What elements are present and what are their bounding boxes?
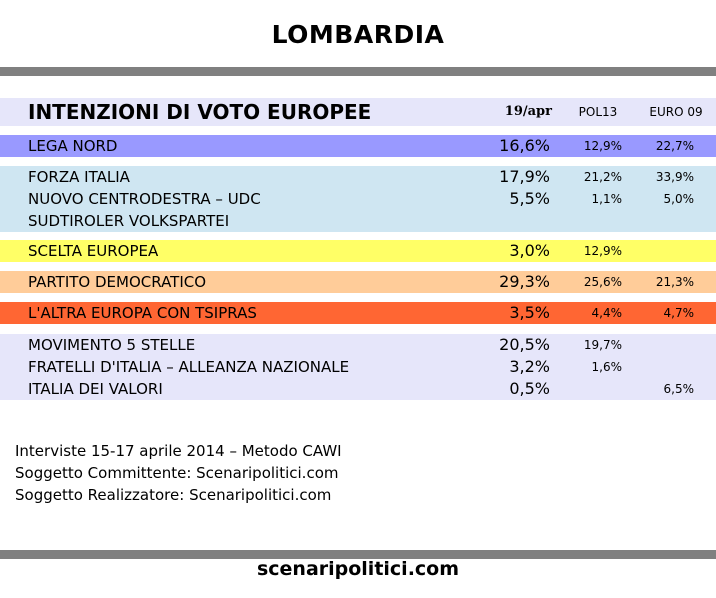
table-row: NUOVO CENTRODESTRA – UDC 5,5% 1,1% 5,0% bbox=[0, 188, 716, 210]
value-pol13: 12,9% bbox=[583, 244, 622, 258]
table-title: INTENZIONI DI VOTO EUROPEE bbox=[28, 100, 372, 124]
value-euro09: 33,9% bbox=[655, 170, 694, 184]
party-name: FORZA ITALIA bbox=[28, 168, 130, 186]
value-19apr: 5,5% bbox=[509, 189, 550, 208]
column-header-19apr: 19/apr bbox=[504, 104, 552, 119]
party-name: PARTITO DEMOCRATICO bbox=[28, 273, 207, 291]
column-header-euro09: EURO 09 bbox=[649, 105, 703, 119]
value-euro09: 6,5% bbox=[663, 382, 695, 396]
value-euro09: 22,7% bbox=[655, 139, 694, 153]
bottom-divider bbox=[0, 550, 716, 559]
table-row: LEGA NORD 16,6% 12,9% 22,7% bbox=[0, 135, 716, 157]
value-euro09: 4,7% bbox=[663, 306, 695, 320]
party-name: MOVIMENTO 5 STELLE bbox=[28, 336, 196, 354]
value-pol13: 19,7% bbox=[583, 338, 622, 352]
page-title: LOMBARDIA bbox=[271, 20, 445, 49]
party-name: SCELTA EUROPEA bbox=[28, 242, 159, 260]
value-pol13: 4,4% bbox=[591, 306, 623, 320]
value-19apr: 29,3% bbox=[499, 272, 550, 291]
survey-producer: Soggetto Realizzatore: Scenaripolitici.c… bbox=[15, 486, 332, 504]
party-name: LEGA NORD bbox=[28, 137, 118, 155]
value-pol13: 1,1% bbox=[591, 192, 623, 206]
group-pd: PARTITO DEMOCRATICO 29,3% 25,6% 21,3% bbox=[0, 271, 716, 293]
group-tsipras: L'ALTRA EUROPA CON TSIPRAS 3,5% 4,4% 4,7… bbox=[0, 302, 716, 324]
party-name: SUDTIROLER VOLKSPARTEI bbox=[28, 212, 230, 230]
value-pol13: 1,6% bbox=[591, 360, 623, 374]
value-19apr: 17,9% bbox=[499, 167, 550, 186]
table-row: ITALIA DEI VALORI 0,5% 6,5% bbox=[0, 378, 716, 400]
party-name: FRATELLI D'ITALIA – ALLEANZA NAZIONALE bbox=[28, 358, 350, 376]
value-pol13: 12,9% bbox=[583, 139, 622, 153]
value-19apr: 3,0% bbox=[509, 241, 550, 260]
value-19apr: 3,2% bbox=[509, 357, 550, 376]
value-euro09: 21,3% bbox=[655, 275, 694, 289]
value-pol13: 25,6% bbox=[583, 275, 622, 289]
site-name: scenaripolitici.com bbox=[256, 558, 460, 580]
table-row: PARTITO DEMOCRATICO 29,3% 25,6% 21,3% bbox=[0, 271, 716, 293]
table-row: SUDTIROLER VOLKSPARTEI bbox=[0, 210, 716, 232]
column-header-pol13: POL13 bbox=[578, 105, 618, 119]
survey-client: Soggetto Committente: Scenaripolitici.co… bbox=[15, 464, 339, 482]
value-pol13: 21,2% bbox=[583, 170, 622, 184]
group-others: MOVIMENTO 5 STELLE 20,5% 19,7% FRATELLI … bbox=[0, 334, 716, 400]
group-scelta: SCELTA EUROPEA 3,0% 12,9% bbox=[0, 240, 716, 262]
table-row: FRATELLI D'ITALIA – ALLEANZA NAZIONALE 3… bbox=[0, 356, 716, 378]
table-header: INTENZIONI DI VOTO EUROPEE 19/apr POL13 … bbox=[0, 98, 716, 126]
table-row: MOVIMENTO 5 STELLE 20,5% 19,7% bbox=[0, 334, 716, 356]
group-lega: LEGA NORD 16,6% 12,9% 22,7% bbox=[0, 135, 716, 157]
value-19apr: 20,5% bbox=[499, 335, 550, 354]
value-19apr: 3,5% bbox=[509, 303, 550, 322]
top-divider bbox=[0, 67, 716, 76]
party-name: L'ALTRA EUROPA CON TSIPRAS bbox=[28, 304, 257, 322]
table-row: FORZA ITALIA 17,9% 21,2% 33,9% bbox=[0, 166, 716, 188]
group-centrodestra: FORZA ITALIA 17,9% 21,2% 33,9% NUOVO CEN… bbox=[0, 166, 716, 232]
party-name: NUOVO CENTRODESTRA – UDC bbox=[28, 190, 261, 208]
table-row: L'ALTRA EUROPA CON TSIPRAS 3,5% 4,4% 4,7… bbox=[0, 302, 716, 324]
value-19apr: 16,6% bbox=[499, 136, 550, 155]
table-row: SCELTA EUROPEA 3,0% 12,9% bbox=[0, 240, 716, 262]
party-name: ITALIA DEI VALORI bbox=[28, 380, 163, 398]
value-19apr: 0,5% bbox=[509, 379, 550, 398]
survey-notes: Interviste 15-17 aprile 2014 – Metodo CA… bbox=[15, 440, 342, 506]
value-euro09: 5,0% bbox=[663, 192, 695, 206]
survey-method: Interviste 15-17 aprile 2014 – Metodo CA… bbox=[15, 442, 342, 460]
